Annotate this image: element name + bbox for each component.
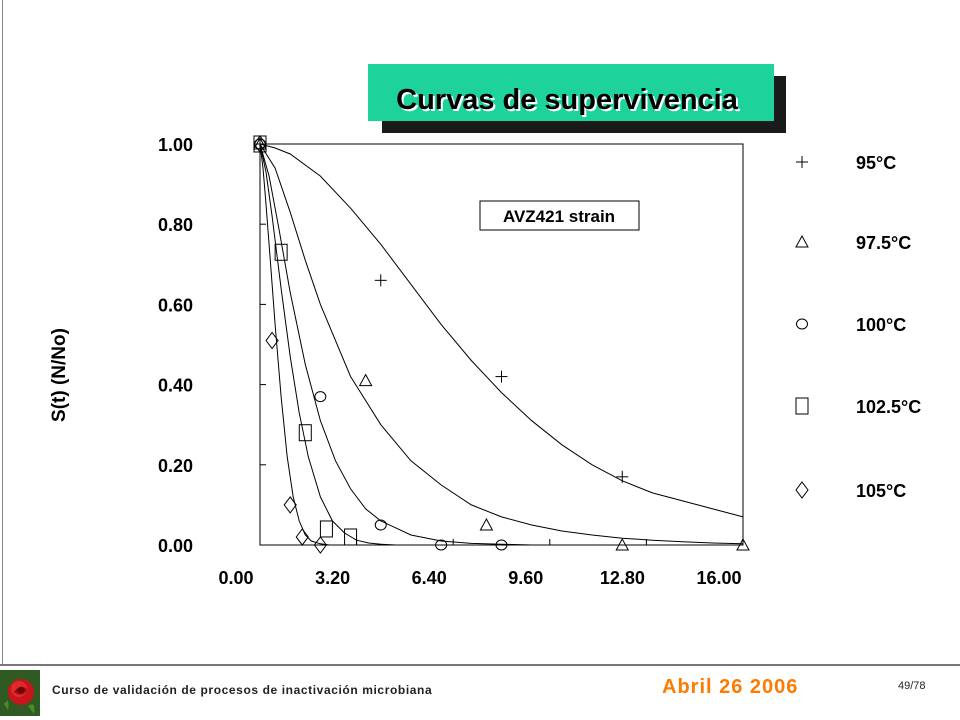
data-point-square [344,528,358,546]
fit-curve-square [259,143,396,546]
legend-marker-plus [796,156,808,168]
x-tick-label: 3.20 [315,568,350,588]
legend-marker-circle [796,318,808,330]
slide-left-border [2,0,3,664]
legend-label: 105°C [856,481,906,501]
data-point-diamond [313,536,327,554]
y-tick-label: 0.60 [158,295,193,315]
data-point-triangle [615,537,630,551]
page-number: 49/78 [898,680,926,692]
title-banner: Curvas de supervivencia [368,64,774,121]
data-point-circle [435,539,448,551]
data-point-plus [616,470,629,483]
legend-label: 102.5°C [856,397,921,417]
legend-label: 97.5°C [856,233,911,253]
data-point-square [319,520,333,538]
legend-label: 100°C [856,315,906,335]
y-tick-label: 0.00 [158,536,193,556]
data-point-square [274,243,288,261]
legend-marker-triangle [795,234,809,248]
data-point-circle [314,391,327,403]
data-point-circle [374,519,387,531]
data-point-triangle [358,373,373,387]
legend-marker-diamond [795,481,809,499]
y-tick-label: 0.40 [158,376,193,396]
data-point-triangle [479,517,494,531]
data-point-plus [374,274,387,287]
rose-logo [0,670,40,716]
x-tick-label: 6.40 [412,568,447,588]
y-tick-label: 0.80 [158,215,193,235]
data-point-diamond [283,496,297,514]
slide-title: Curvas de supervivencia [396,84,738,116]
data-point-square [298,424,312,442]
legend-label: 95°C [856,153,896,173]
plot-frame [259,143,744,546]
fit-curve-plus [259,143,744,518]
data-point-triangle [736,537,750,551]
fit-curve-triangle [259,143,744,545]
data-point-diamond [253,135,267,153]
data-point-plus [495,370,508,383]
y-tick-label: 0.20 [158,456,193,476]
x-tick-label: 0.00 [218,568,253,588]
x-tick-label: 16.00 [696,568,741,588]
x-tick-label: 12.80 [600,568,645,588]
y-tick-label: 1.00 [158,135,193,155]
fit-curve-diamond [259,143,330,546]
footer-course-title: Curso de validación de procesos de inact… [52,683,433,697]
fit-curve-circle [259,143,532,546]
x-tick-label: 9.60 [508,568,543,588]
data-point-diamond [265,331,279,350]
data-point-diamond [295,528,309,546]
strain-annotation-text: AVZ421 strain [503,207,615,226]
footer-divider [0,664,960,666]
survival-chart: AVZ421 strain 0.00 0.20 0.40 0.60 0.80 1.00 0.… [158,135,921,588]
strain-annotation-box [479,200,640,231]
data-point-circle [495,539,508,551]
legend-marker-square [795,397,809,415]
strain-annotation: AVZ421 strain [479,200,640,231]
footer-date: Abril 26 2006 [662,676,799,698]
